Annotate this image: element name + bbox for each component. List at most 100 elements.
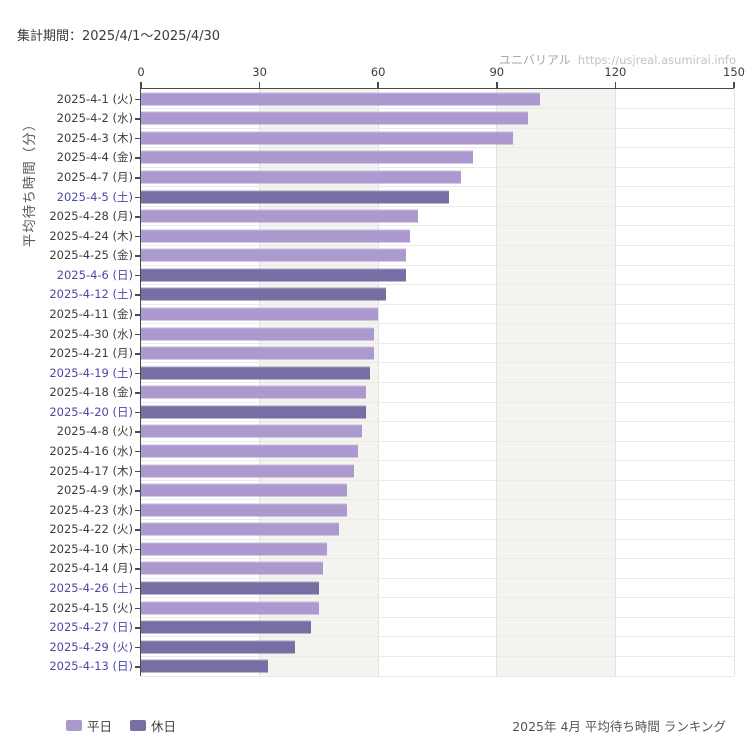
row-gridline [141, 342, 734, 344]
wait-time-bar [141, 150, 474, 164]
row-gridline [141, 597, 734, 599]
wait-time-bar [141, 366, 371, 380]
bar-row: 2025-4-11 (金) [49, 304, 734, 324]
bar-row: 2025-4-3 (木) [57, 128, 734, 148]
watermark-url: https://usjreal.asumirai.info [577, 53, 736, 67]
wait-time-bar [141, 327, 375, 341]
wait-time-bar [141, 268, 406, 282]
bar-row: 2025-4-18 (金) [49, 383, 734, 403]
row-gridline [141, 186, 734, 188]
bar-row: 2025-4-6 (日) [57, 265, 734, 285]
bar-row: 2025-4-16 (水) [49, 441, 734, 461]
y-axis-tick [135, 470, 140, 473]
date-label: 2025-4-7 (月) [56, 170, 133, 185]
y-axis-tick [135, 235, 140, 238]
row-gridline [141, 616, 734, 618]
row-gridline [141, 245, 734, 247]
row-gridline [141, 577, 734, 579]
wait-time-bar [141, 287, 387, 301]
row-gridline [141, 382, 734, 383]
row-gridline [141, 225, 734, 227]
date-label: 2025-4-26 (土) [49, 580, 133, 595]
bar-row: 2025-4-30 (水) [49, 324, 734, 344]
date-label: 2025-4-4 (金) [56, 150, 133, 165]
y-axis-tick [135, 548, 140, 551]
date-label: 2025-4-30 (水) [49, 326, 133, 341]
date-label: 2025-4-29 (火) [49, 639, 133, 654]
x-axis-tick [733, 82, 735, 88]
row-gridline [141, 127, 734, 129]
date-label: 2025-4-15 (火) [49, 600, 133, 615]
row-gridline [141, 147, 734, 149]
legend-label-holiday: 休日 [151, 719, 177, 734]
wait-time-bar [141, 209, 418, 223]
wait-time-bar [141, 248, 406, 262]
legend-swatch-holiday [130, 720, 147, 731]
x-axis-tick-label: 150 [723, 65, 745, 79]
x-axis-tick-label: 0 [137, 65, 145, 79]
y-axis-tick [135, 255, 140, 257]
y-axis-tick [135, 274, 140, 277]
row-gridline [141, 108, 734, 110]
bar-row: 2025-4-20 (日) [49, 402, 734, 422]
bar-row: 2025-4-10 (木) [49, 539, 734, 559]
date-label: 2025-4-3 (木) [56, 130, 133, 145]
row-gridline [141, 558, 734, 560]
date-label: 2025-4-27 (日) [49, 620, 133, 635]
y-axis-tick [135, 333, 140, 336]
date-label: 2025-4-19 (土) [49, 365, 133, 380]
x-axis-tick [614, 82, 617, 88]
y-axis-tick [135, 411, 140, 414]
bar-row: 2025-4-28 (月) [49, 206, 734, 226]
date-label: 2025-4-12 (土) [49, 287, 133, 302]
legend: 平日 休日 [66, 716, 194, 735]
date-label: 2025-4-11 (金) [49, 307, 133, 321]
row-gridline [141, 264, 734, 266]
bar-row: 2025-4-2 (水) [57, 109, 734, 129]
row-gridline [141, 655, 734, 657]
watermark: ユニバリアル https://usjreal.asumirai.info [499, 51, 736, 68]
bar-row: 2025-4-17 (木) [49, 461, 734, 481]
y-axis-tick [135, 490, 140, 492]
wait-time-bar [141, 92, 541, 106]
wait-time-bar [141, 483, 347, 497]
row-gridline [141, 421, 734, 423]
date-label: 2025-4-25 (金) [49, 248, 133, 263]
bar-row: 2025-4-15 (火) [49, 598, 734, 618]
wait-time-bar [141, 190, 450, 204]
y-axis-tick [135, 666, 140, 668]
x-gridline [733, 89, 735, 676]
y-axis-tick [135, 294, 140, 296]
wait-time-bar [141, 522, 339, 536]
y-axis-tick [135, 118, 140, 120]
date-label: 2025-4-6 (日) [56, 267, 133, 282]
aggregation-period-label: 集計期間：2025/4/1～2025/4/30 [17, 29, 221, 44]
date-label: 2025-4-5 (土) [56, 189, 133, 204]
row-gridline [141, 303, 734, 305]
y-axis-tick [135, 509, 140, 512]
x-axis-tick-label: 60 [370, 65, 386, 79]
bar-row: 2025-4-1 (火) [57, 89, 734, 109]
bar-row: 2025-4-26 (土) [49, 578, 734, 598]
bar-row: 2025-4-5 (土) [57, 187, 734, 207]
wait-time-bar [141, 229, 410, 243]
wait-time-bar [141, 424, 363, 438]
bar-row: 2025-4-9 (水) [57, 480, 734, 500]
y-axis-tick [135, 607, 140, 609]
row-gridline [141, 636, 734, 638]
row-gridline [141, 538, 734, 540]
date-label: 2025-4-9 (水) [56, 483, 133, 498]
wait-time-bar [141, 111, 529, 125]
legend-label-weekday: 平日 [87, 719, 113, 734]
date-label: 2025-4-10 (木) [49, 541, 133, 556]
y-axis-tick [135, 98, 140, 101]
bar-row: 2025-4-22 (火) [49, 519, 734, 539]
x-axis-tick-label: 120 [604, 65, 627, 79]
y-axis-tick [135, 157, 140, 159]
wait-time-bar [141, 601, 319, 614]
wait-time-bar [141, 385, 367, 399]
wait-time-bar [141, 581, 319, 595]
y-axis-tick [135, 137, 140, 140]
row-gridline [141, 460, 734, 462]
